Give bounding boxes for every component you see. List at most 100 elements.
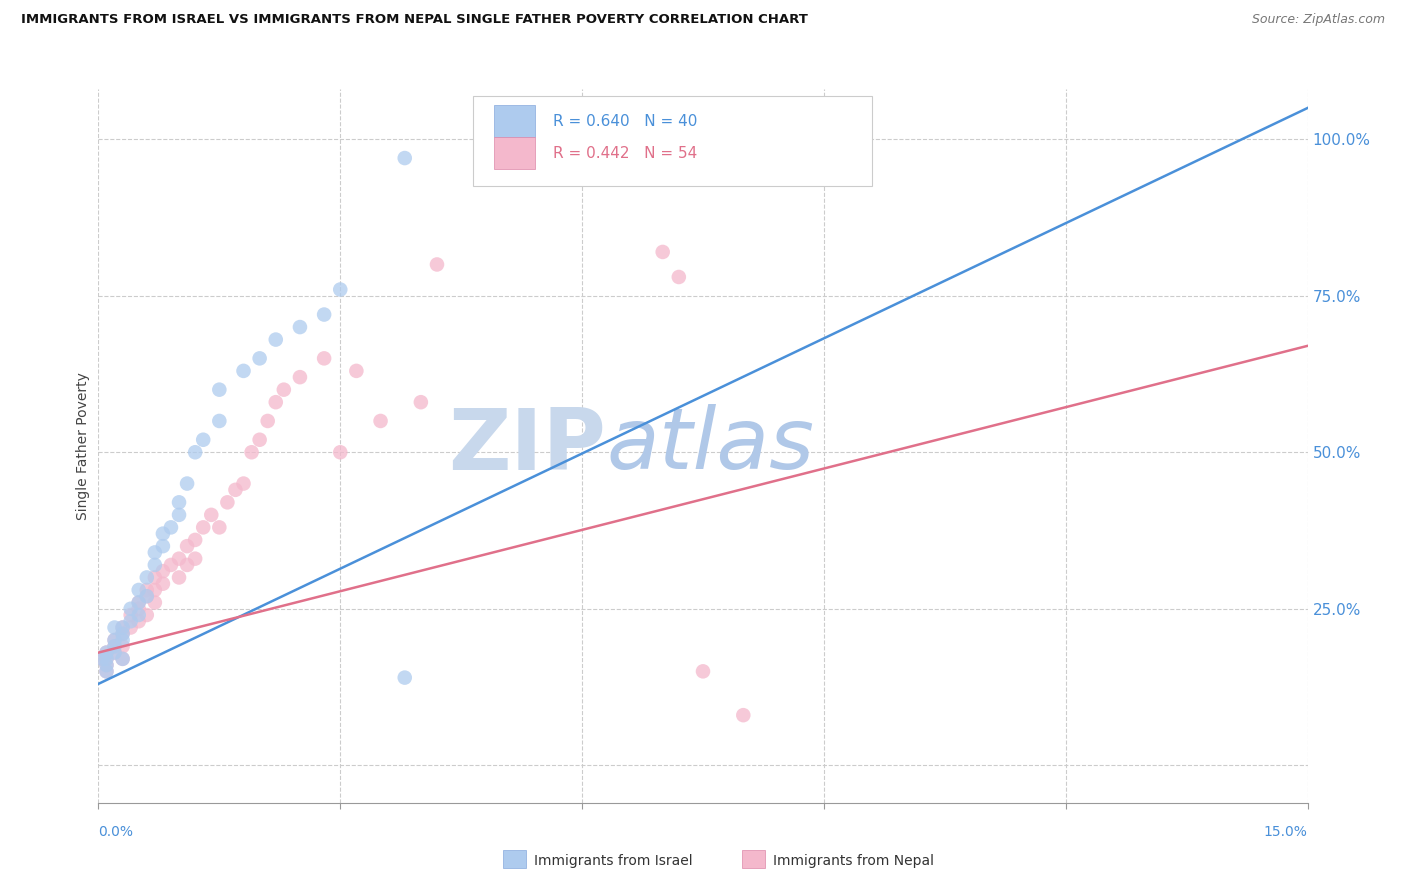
Point [217, 495, 239, 509]
Point [184, 551, 207, 566]
Point [152, 539, 174, 553]
Point [249, 433, 271, 447]
Point [733, 708, 755, 723]
Text: 0.0%: 0.0% [98, 825, 134, 839]
Point [240, 445, 263, 459]
Point [329, 283, 352, 297]
Point [135, 589, 157, 603]
Point [111, 633, 134, 648]
Text: 15.0%: 15.0% [1264, 825, 1308, 839]
Point [208, 520, 231, 534]
Text: atlas: atlas [606, 404, 814, 488]
Point [370, 414, 392, 428]
Point [409, 395, 432, 409]
Point [193, 520, 215, 534]
Point [135, 582, 157, 597]
Point [329, 445, 352, 459]
Point [143, 558, 166, 572]
Point [224, 483, 246, 497]
Point [167, 570, 190, 584]
Point [111, 640, 134, 654]
Point [128, 614, 150, 628]
Point [96, 665, 118, 679]
Point [200, 508, 222, 522]
Point [208, 383, 231, 397]
Point [193, 433, 215, 447]
FancyBboxPatch shape [494, 105, 534, 137]
Point [135, 589, 157, 603]
Point [264, 333, 287, 347]
Point [249, 351, 271, 366]
Point [103, 640, 125, 654]
Text: ZIP: ZIP [449, 404, 606, 488]
Text: R = 0.640   N = 40: R = 0.640 N = 40 [553, 114, 697, 128]
Point [143, 582, 166, 597]
Point [91, 652, 114, 666]
Point [128, 601, 150, 615]
Point [264, 395, 287, 409]
Point [143, 595, 166, 609]
Point [184, 533, 207, 547]
Text: Immigrants from Israel: Immigrants from Israel [534, 854, 693, 868]
Point [167, 495, 190, 509]
Point [103, 646, 125, 660]
Point [103, 633, 125, 648]
Point [128, 595, 150, 609]
Point [120, 614, 142, 628]
Point [232, 364, 254, 378]
Point [120, 601, 142, 615]
FancyBboxPatch shape [494, 137, 534, 169]
Point [273, 383, 295, 397]
Point [651, 244, 673, 259]
Point [120, 621, 142, 635]
Point [111, 621, 134, 635]
Point [394, 671, 416, 685]
Point [176, 558, 198, 572]
Point [128, 595, 150, 609]
Point [160, 558, 183, 572]
Point [128, 582, 150, 597]
Point [160, 520, 183, 534]
Point [96, 658, 118, 673]
Point [184, 445, 207, 459]
Y-axis label: Single Father Poverty: Single Father Poverty [76, 372, 90, 520]
Point [167, 508, 190, 522]
Point [96, 665, 118, 679]
Point [135, 607, 157, 622]
Point [176, 539, 198, 553]
Point [103, 633, 125, 648]
Point [128, 607, 150, 622]
Point [344, 364, 367, 378]
Point [96, 646, 118, 660]
Point [288, 370, 311, 384]
FancyBboxPatch shape [474, 96, 872, 186]
Point [692, 665, 714, 679]
Point [96, 658, 118, 673]
Point [120, 607, 142, 622]
Point [152, 526, 174, 541]
Point [111, 652, 134, 666]
Point [111, 627, 134, 641]
Point [232, 476, 254, 491]
Point [256, 414, 278, 428]
Point [111, 621, 134, 635]
Text: Immigrants from Nepal: Immigrants from Nepal [773, 854, 935, 868]
Point [96, 646, 118, 660]
Point [103, 621, 125, 635]
Point [111, 627, 134, 641]
Point [314, 308, 336, 322]
Point [208, 414, 231, 428]
Point [167, 551, 190, 566]
Point [176, 476, 198, 491]
Point [143, 570, 166, 584]
Point [288, 320, 311, 334]
Point [314, 351, 336, 366]
Text: Source: ZipAtlas.com: Source: ZipAtlas.com [1251, 13, 1385, 27]
Point [91, 652, 114, 666]
Point [668, 270, 690, 285]
Point [111, 652, 134, 666]
Point [426, 257, 449, 271]
Point [135, 570, 157, 584]
Point [152, 564, 174, 578]
Point [103, 640, 125, 654]
